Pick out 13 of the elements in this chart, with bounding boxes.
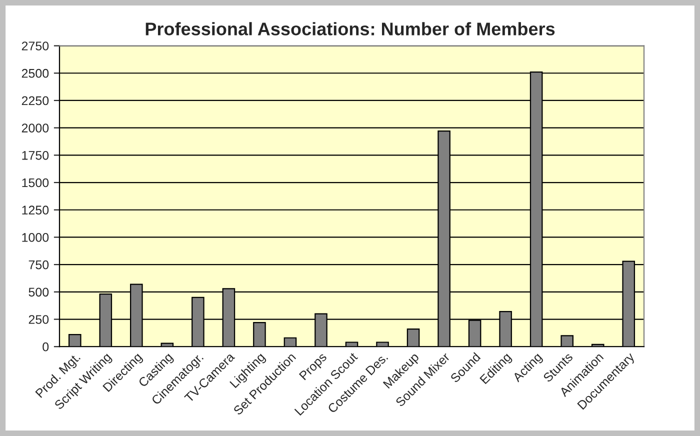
y-tick-label: 250 (28, 315, 49, 324)
y-tick-label: 2500 (22, 68, 49, 78)
y-tick-label: 2250 (22, 96, 49, 106)
y-tick-label: 0 (42, 342, 49, 352)
y-tick-label: 2750 (22, 42, 49, 50)
y-tick-label: 2000 (22, 124, 49, 132)
y-tick-label: 750 (28, 260, 49, 270)
y-tick-label: 1500 (22, 178, 49, 188)
y-tick-label: 1750 (22, 150, 49, 160)
y-tick-label: 1000 (22, 233, 49, 242)
y-tick-label: 500 (28, 288, 49, 297)
y-tick-label: 1250 (22, 206, 49, 215)
chart-title: Professional Associations: Number of Members (146, 22, 555, 36)
